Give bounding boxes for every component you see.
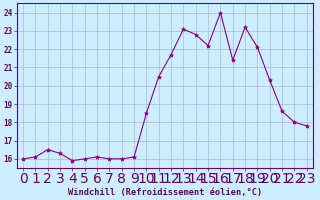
X-axis label: Windchill (Refroidissement éolien,°C): Windchill (Refroidissement éolien,°C): [68, 188, 262, 197]
